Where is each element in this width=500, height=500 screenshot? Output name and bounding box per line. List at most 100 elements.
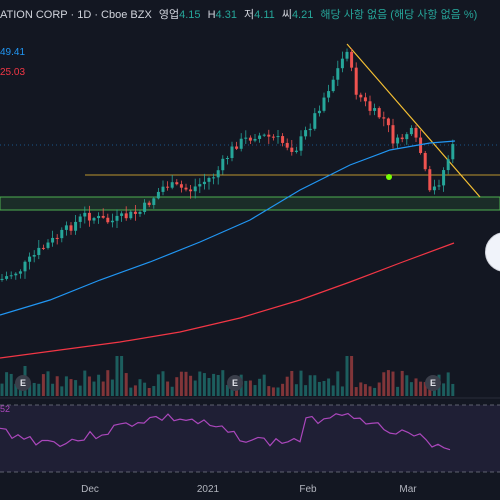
candle-body: [285, 142, 289, 148]
candle-body: [276, 136, 280, 138]
volume-bar: [143, 382, 147, 396]
volume-bar: [9, 373, 13, 396]
candle-body: [101, 215, 105, 218]
volume-bar: [60, 386, 64, 396]
candle-body: [244, 137, 248, 139]
earnings-marker[interactable]: E: [425, 375, 441, 391]
volume-bar: [32, 382, 36, 396]
candle-body: [423, 152, 427, 170]
volume-bar: [276, 387, 280, 396]
candle-body: [442, 170, 446, 186]
ma-slow-value: 25.03: [0, 67, 26, 78]
volume-bar: [202, 373, 206, 396]
volume-bar: [166, 381, 170, 396]
volume-bar: [51, 383, 55, 396]
volume-bar: [391, 371, 395, 396]
candle-body: [92, 218, 96, 221]
volume-bar: [129, 387, 133, 396]
high-value: 4.31: [215, 9, 237, 21]
volume-bar: [0, 383, 4, 396]
candle-body: [428, 169, 432, 191]
candle-body: [451, 144, 455, 160]
candle-body: [267, 134, 271, 137]
candle-body: [414, 127, 418, 138]
volume-bar: [294, 384, 298, 396]
volume-bar: [345, 356, 349, 396]
volume-bar: [271, 387, 275, 396]
candle-body: [60, 229, 64, 239]
volume-bar: [64, 376, 68, 396]
candle-body: [299, 136, 303, 151]
candle-body: [313, 113, 317, 129]
candle-body: [331, 79, 335, 92]
volume-bar: [37, 383, 41, 396]
volume-bar: [216, 375, 220, 396]
candle-body: [156, 191, 160, 199]
candle-body: [317, 110, 321, 114]
candle-body: [87, 212, 91, 221]
candle-body: [37, 247, 41, 255]
symbol-title[interactable]: ATION CORP · 1D · Cboe BZX: [0, 9, 152, 21]
volume-bar: [253, 385, 257, 396]
candle-body: [221, 158, 225, 171]
volume-bar: [207, 378, 211, 396]
candle-body: [138, 211, 142, 214]
x-axis-label: Feb: [299, 484, 317, 495]
volume-bar: [423, 382, 427, 396]
volume-bar: [331, 385, 335, 396]
volume-bar: [308, 375, 312, 396]
volume-bar: [124, 373, 128, 396]
candle-body: [386, 118, 390, 126]
volume-bar: [97, 374, 101, 396]
volume-bar: [327, 378, 331, 396]
volume-bar: [83, 370, 87, 396]
candle-body: [152, 198, 156, 205]
volume-bar: [313, 375, 317, 396]
candle-body: [120, 213, 124, 216]
volume-bar: [359, 382, 363, 396]
support-zone: [0, 196, 500, 211]
candle-body: [308, 128, 312, 131]
candle-body: [193, 186, 197, 192]
candle-body: [382, 117, 386, 119]
volume-bar: [363, 384, 367, 396]
candle-body: [396, 137, 400, 144]
volume-bar: [87, 376, 91, 396]
candle-body: [345, 51, 349, 59]
volume-bars: [0, 356, 455, 396]
volume-bar: [317, 381, 321, 396]
volume-bar: [382, 372, 386, 396]
volume-bar: [152, 386, 156, 396]
candle-body: [69, 225, 73, 231]
price-pane: [0, 43, 500, 359]
volume-bar: [92, 381, 96, 396]
volume-bar: [221, 370, 225, 396]
earnings-marker[interactable]: E: [227, 375, 243, 391]
volume-bar: [322, 380, 326, 396]
rsi-value: 52: [0, 404, 11, 414]
low-value: 4.11: [254, 9, 275, 21]
earnings-marker[interactable]: E: [15, 375, 31, 391]
volume-bar: [285, 376, 289, 396]
volume-bar: [414, 378, 418, 396]
volume-bar: [101, 381, 105, 396]
candle-body: [184, 187, 188, 190]
candle-body: [64, 225, 68, 230]
candle-body: [419, 137, 423, 153]
candle-body: [354, 67, 358, 95]
candle-body: [216, 170, 220, 178]
ma-fast-value: 49.41: [0, 47, 26, 58]
volume-bar: [175, 377, 179, 396]
candle-body: [271, 136, 275, 138]
candle-body: [432, 186, 436, 191]
volume-bar: [451, 383, 455, 396]
volume-bar: [133, 385, 137, 396]
volume-bar: [212, 373, 216, 396]
candle-body: [253, 138, 257, 141]
candle-body: [230, 146, 234, 158]
candle-body: [405, 134, 409, 140]
candle-body: [0, 278, 4, 280]
volume-bar: [244, 380, 248, 396]
volume-bar: [340, 386, 344, 396]
